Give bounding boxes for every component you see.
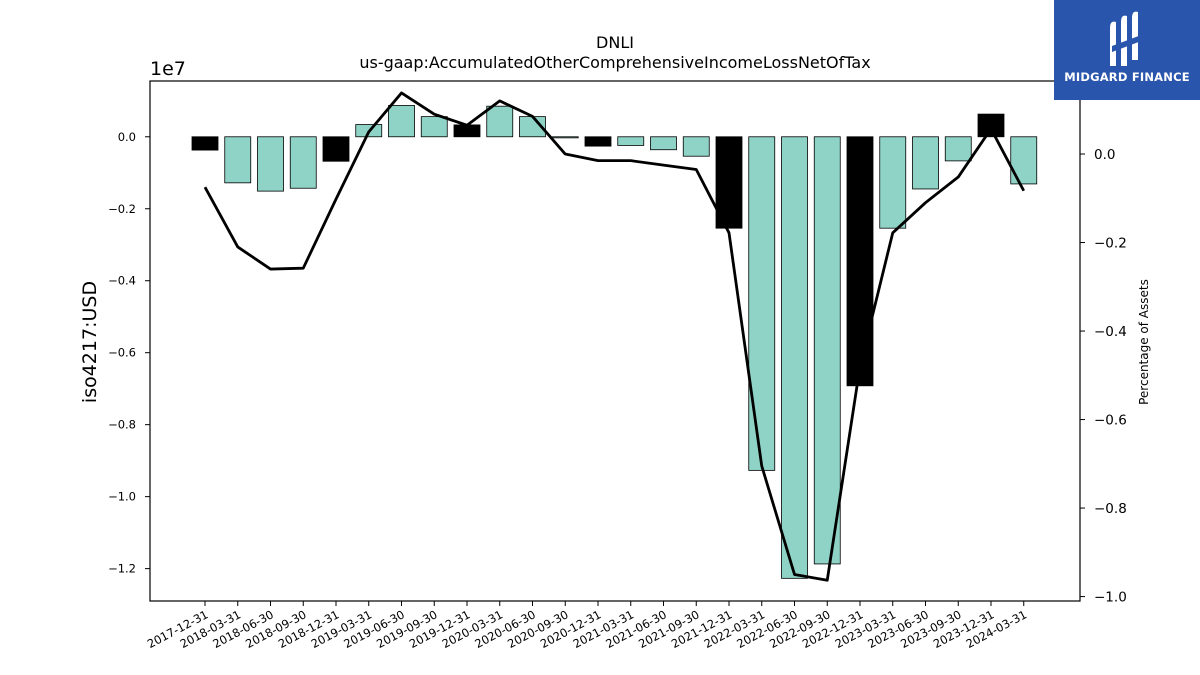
bar-2019-12-31 <box>453 124 481 138</box>
plot-frame <box>149 80 1081 602</box>
y2-tick-label: −0.2 <box>1094 236 1127 252</box>
logo-text: MIDGARD FINANCE <box>1064 70 1190 84</box>
y-tick-label: −1.2 <box>108 562 136 576</box>
y-axis-label: iso4217:USD <box>79 281 101 403</box>
bar-2020-03-31 <box>486 105 514 138</box>
midgard-logo-icon <box>1110 11 1144 67</box>
bar-2021-09-30 <box>682 136 710 157</box>
bar-2022-12-31 <box>846 136 874 387</box>
y2-tick-label: −1.0 <box>1094 590 1127 606</box>
y-axis-left: 0.0 −0.2 −0.4 −0.6 −0.8 −1.0 −1.2 <box>108 130 150 576</box>
bar-2018-03-31 <box>224 136 252 184</box>
y-tick-label: −0.6 <box>108 346 136 360</box>
bar-2022-06-30 <box>781 136 808 579</box>
y-axis-right: 0.0 −0.2 −0.4 −0.6 −0.8 −1.0 <box>1080 147 1127 606</box>
y2-axis-label: Percentage of Assets <box>1137 279 1151 405</box>
bar-2024-03-31 <box>1010 136 1038 185</box>
chart-title: DNLI <box>596 33 634 52</box>
bars-layer <box>191 105 1038 579</box>
y-tick-label: −0.8 <box>108 418 136 432</box>
bar-2023-03-31 <box>879 136 907 229</box>
bar-2020-12-31 <box>584 136 612 147</box>
chart-subtitle: us-gaap:AccumulatedOtherComprehensiveInc… <box>359 53 870 72</box>
y-tick-label: −0.4 <box>108 274 136 288</box>
bar-2021-03-31 <box>617 136 645 146</box>
bar-2018-09-30 <box>289 136 317 189</box>
y2-tick-label: −0.8 <box>1094 501 1127 517</box>
bar-2017-12-31 <box>191 136 219 151</box>
bar-2020-09-30 <box>551 136 579 139</box>
bar-2019-06-30 <box>388 105 415 138</box>
y2-tick-label: 0.0 <box>1094 147 1115 163</box>
bar-2023-09-30 <box>944 136 972 162</box>
bar-2021-06-30 <box>650 136 677 151</box>
y2-tick-label: −0.6 <box>1094 413 1127 429</box>
brand-logo: MIDGARD FINANCE <box>1054 0 1200 100</box>
bar-2022-09-30 <box>813 136 841 565</box>
bar-2021-12-31 <box>715 136 743 229</box>
y2-tick-label: −0.4 <box>1094 324 1127 340</box>
y-tick-label: 0.0 <box>118 130 136 144</box>
x-axis: 2017-12-312018-03-312018-06-302018-09-30… <box>145 601 1029 651</box>
bar-2022-03-31 <box>748 136 776 471</box>
y-tick-label: −1.0 <box>108 490 136 504</box>
percentage-of-assets-line <box>203 91 1025 582</box>
bar-2023-12-31 <box>977 113 1005 138</box>
y-offset-label: 1e7 <box>150 58 186 80</box>
bar-2018-12-31 <box>322 136 350 162</box>
bar-2018-06-30 <box>257 136 284 192</box>
line-layer <box>203 91 1025 582</box>
y-tick-label: −0.2 <box>108 202 136 216</box>
bar-2023-06-30 <box>912 136 939 190</box>
bar-2019-09-30 <box>420 116 448 138</box>
